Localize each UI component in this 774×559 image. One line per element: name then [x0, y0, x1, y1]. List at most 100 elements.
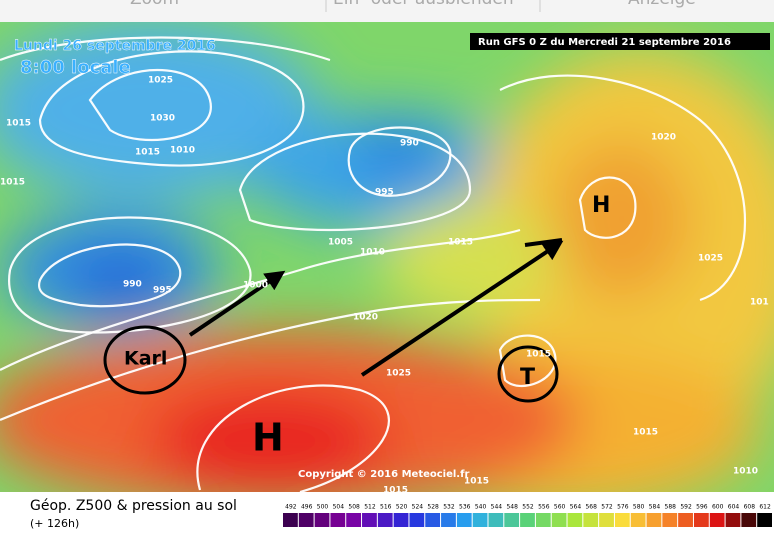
annotations	[103, 238, 564, 403]
legend-level: 544	[491, 504, 503, 511]
isobar-label: 1025	[148, 76, 173, 86]
legend-swatch	[488, 513, 504, 527]
legend-swatch	[425, 513, 441, 527]
map	[0, 22, 774, 492]
legend-swatch	[314, 513, 330, 527]
isobar-label: 1000	[243, 281, 268, 291]
legend-level: 608	[744, 504, 756, 511]
legend-level: 540	[475, 504, 487, 511]
legend-swatch	[283, 513, 298, 527]
legend-level: 584	[649, 504, 661, 511]
legend-swatch	[599, 513, 614, 527]
legend-level: 600	[712, 504, 724, 511]
legend-level: 516	[380, 504, 392, 511]
legend-level: 508	[348, 504, 360, 511]
isobar-label: 1015	[526, 350, 551, 360]
isobar-label: 995	[375, 188, 394, 198]
legend-swatch	[741, 513, 757, 527]
toolbar-button[interactable]: Anzeige	[628, 0, 696, 9]
map-date: Lundi 26 septembre 2016	[14, 38, 216, 54]
isobar-label: 1020	[651, 133, 676, 143]
isobar-label: 1015	[383, 486, 408, 496]
legend-level: 596	[696, 504, 708, 511]
legend-level: 556	[538, 504, 550, 511]
legend-swatch	[662, 513, 678, 527]
footer-lead: (+ 126h)	[30, 517, 79, 530]
legend-level: 564	[570, 504, 582, 511]
legend-swatch	[346, 513, 362, 527]
legend-swatch	[362, 513, 377, 527]
isobar-label: 1015	[464, 477, 489, 487]
isobar-label: 1015	[448, 238, 473, 248]
copyright: Copyright © 2016 Meteociel.fr	[298, 469, 469, 480]
legend-swatch	[520, 513, 535, 527]
footer-title: Géop. Z500 & pression au sol	[30, 498, 237, 514]
legend-swatch	[693, 513, 709, 527]
legend-swatch	[678, 513, 693, 527]
legend-level: 520	[396, 504, 408, 511]
legend-level: 552	[522, 504, 534, 511]
storm-label: Karl	[124, 348, 167, 370]
legend-level: 568	[585, 504, 597, 511]
legend-level: 572	[601, 504, 613, 511]
run-info: Run GFS 0 Z du Mercredi 21 septembre 201…	[478, 37, 731, 48]
isobar-label: 1010	[170, 146, 195, 156]
legend-level: 500	[317, 504, 329, 511]
legend-swatch	[298, 513, 314, 527]
legend-swatch	[583, 513, 599, 527]
legend-level: 588	[665, 504, 677, 511]
legend-level: 492	[285, 504, 297, 511]
legend-level: 560	[554, 504, 566, 511]
isobar-label: 1025	[698, 254, 723, 264]
legend-level: 592	[680, 504, 692, 511]
legend-level: 536	[459, 504, 471, 511]
legend-swatch	[393, 513, 409, 527]
legend-swatch	[441, 513, 456, 527]
toolbar-button[interactable]: Ein- oder ausblenden	[333, 0, 514, 9]
isobar-label: 1015	[135, 148, 160, 158]
legend-swatch	[630, 513, 646, 527]
legend-level: 528	[427, 504, 439, 511]
isobar-label: 1010	[360, 248, 385, 258]
legend-level: 496	[301, 504, 313, 511]
legend-level: 580	[633, 504, 645, 511]
isobar-label: 1020	[353, 313, 378, 323]
isobar-label: 1005	[328, 238, 353, 248]
legend-level: 524	[412, 504, 424, 511]
isobar-label: 990	[123, 280, 142, 290]
legend-level: 548	[506, 504, 518, 511]
legend-swatch	[456, 513, 472, 527]
legend-level: 504	[333, 504, 345, 511]
toolbar-button[interactable]: Zoom	[130, 0, 179, 9]
legend-level: 576	[617, 504, 629, 511]
legend-swatch	[409, 513, 425, 527]
isobar-label: 1030	[150, 114, 175, 124]
legend-swatch	[472, 513, 488, 527]
legend-swatch	[725, 513, 741, 527]
isobar-label: 1025	[386, 369, 411, 379]
legend-swatch	[567, 513, 583, 527]
legend-level: 532	[443, 504, 455, 511]
legend-swatch	[535, 513, 551, 527]
legend-level: 512	[364, 504, 376, 511]
isobar-label: 101	[750, 298, 769, 308]
isobar-label: 1015	[633, 428, 658, 438]
pressure-center: H	[252, 416, 284, 460]
legend-swatch	[330, 513, 346, 527]
isobar-label: 995	[153, 286, 172, 296]
legend-swatch	[646, 513, 662, 527]
pressure-center: H	[592, 193, 610, 218]
isobar-label: 990	[400, 139, 419, 149]
legend-swatch	[709, 513, 725, 527]
isobar-label: 1015	[6, 119, 31, 129]
isobar-label: 1015	[0, 178, 25, 188]
pressure-center: T	[520, 365, 535, 390]
isobar-label: 1010	[733, 467, 758, 477]
legend-swatch	[504, 513, 520, 527]
map-time: 8:00 locale	[20, 57, 131, 78]
legend-swatch	[551, 513, 567, 527]
legend-level: 604	[728, 504, 740, 511]
legend-swatch	[614, 513, 630, 527]
legend-swatch	[377, 513, 393, 527]
